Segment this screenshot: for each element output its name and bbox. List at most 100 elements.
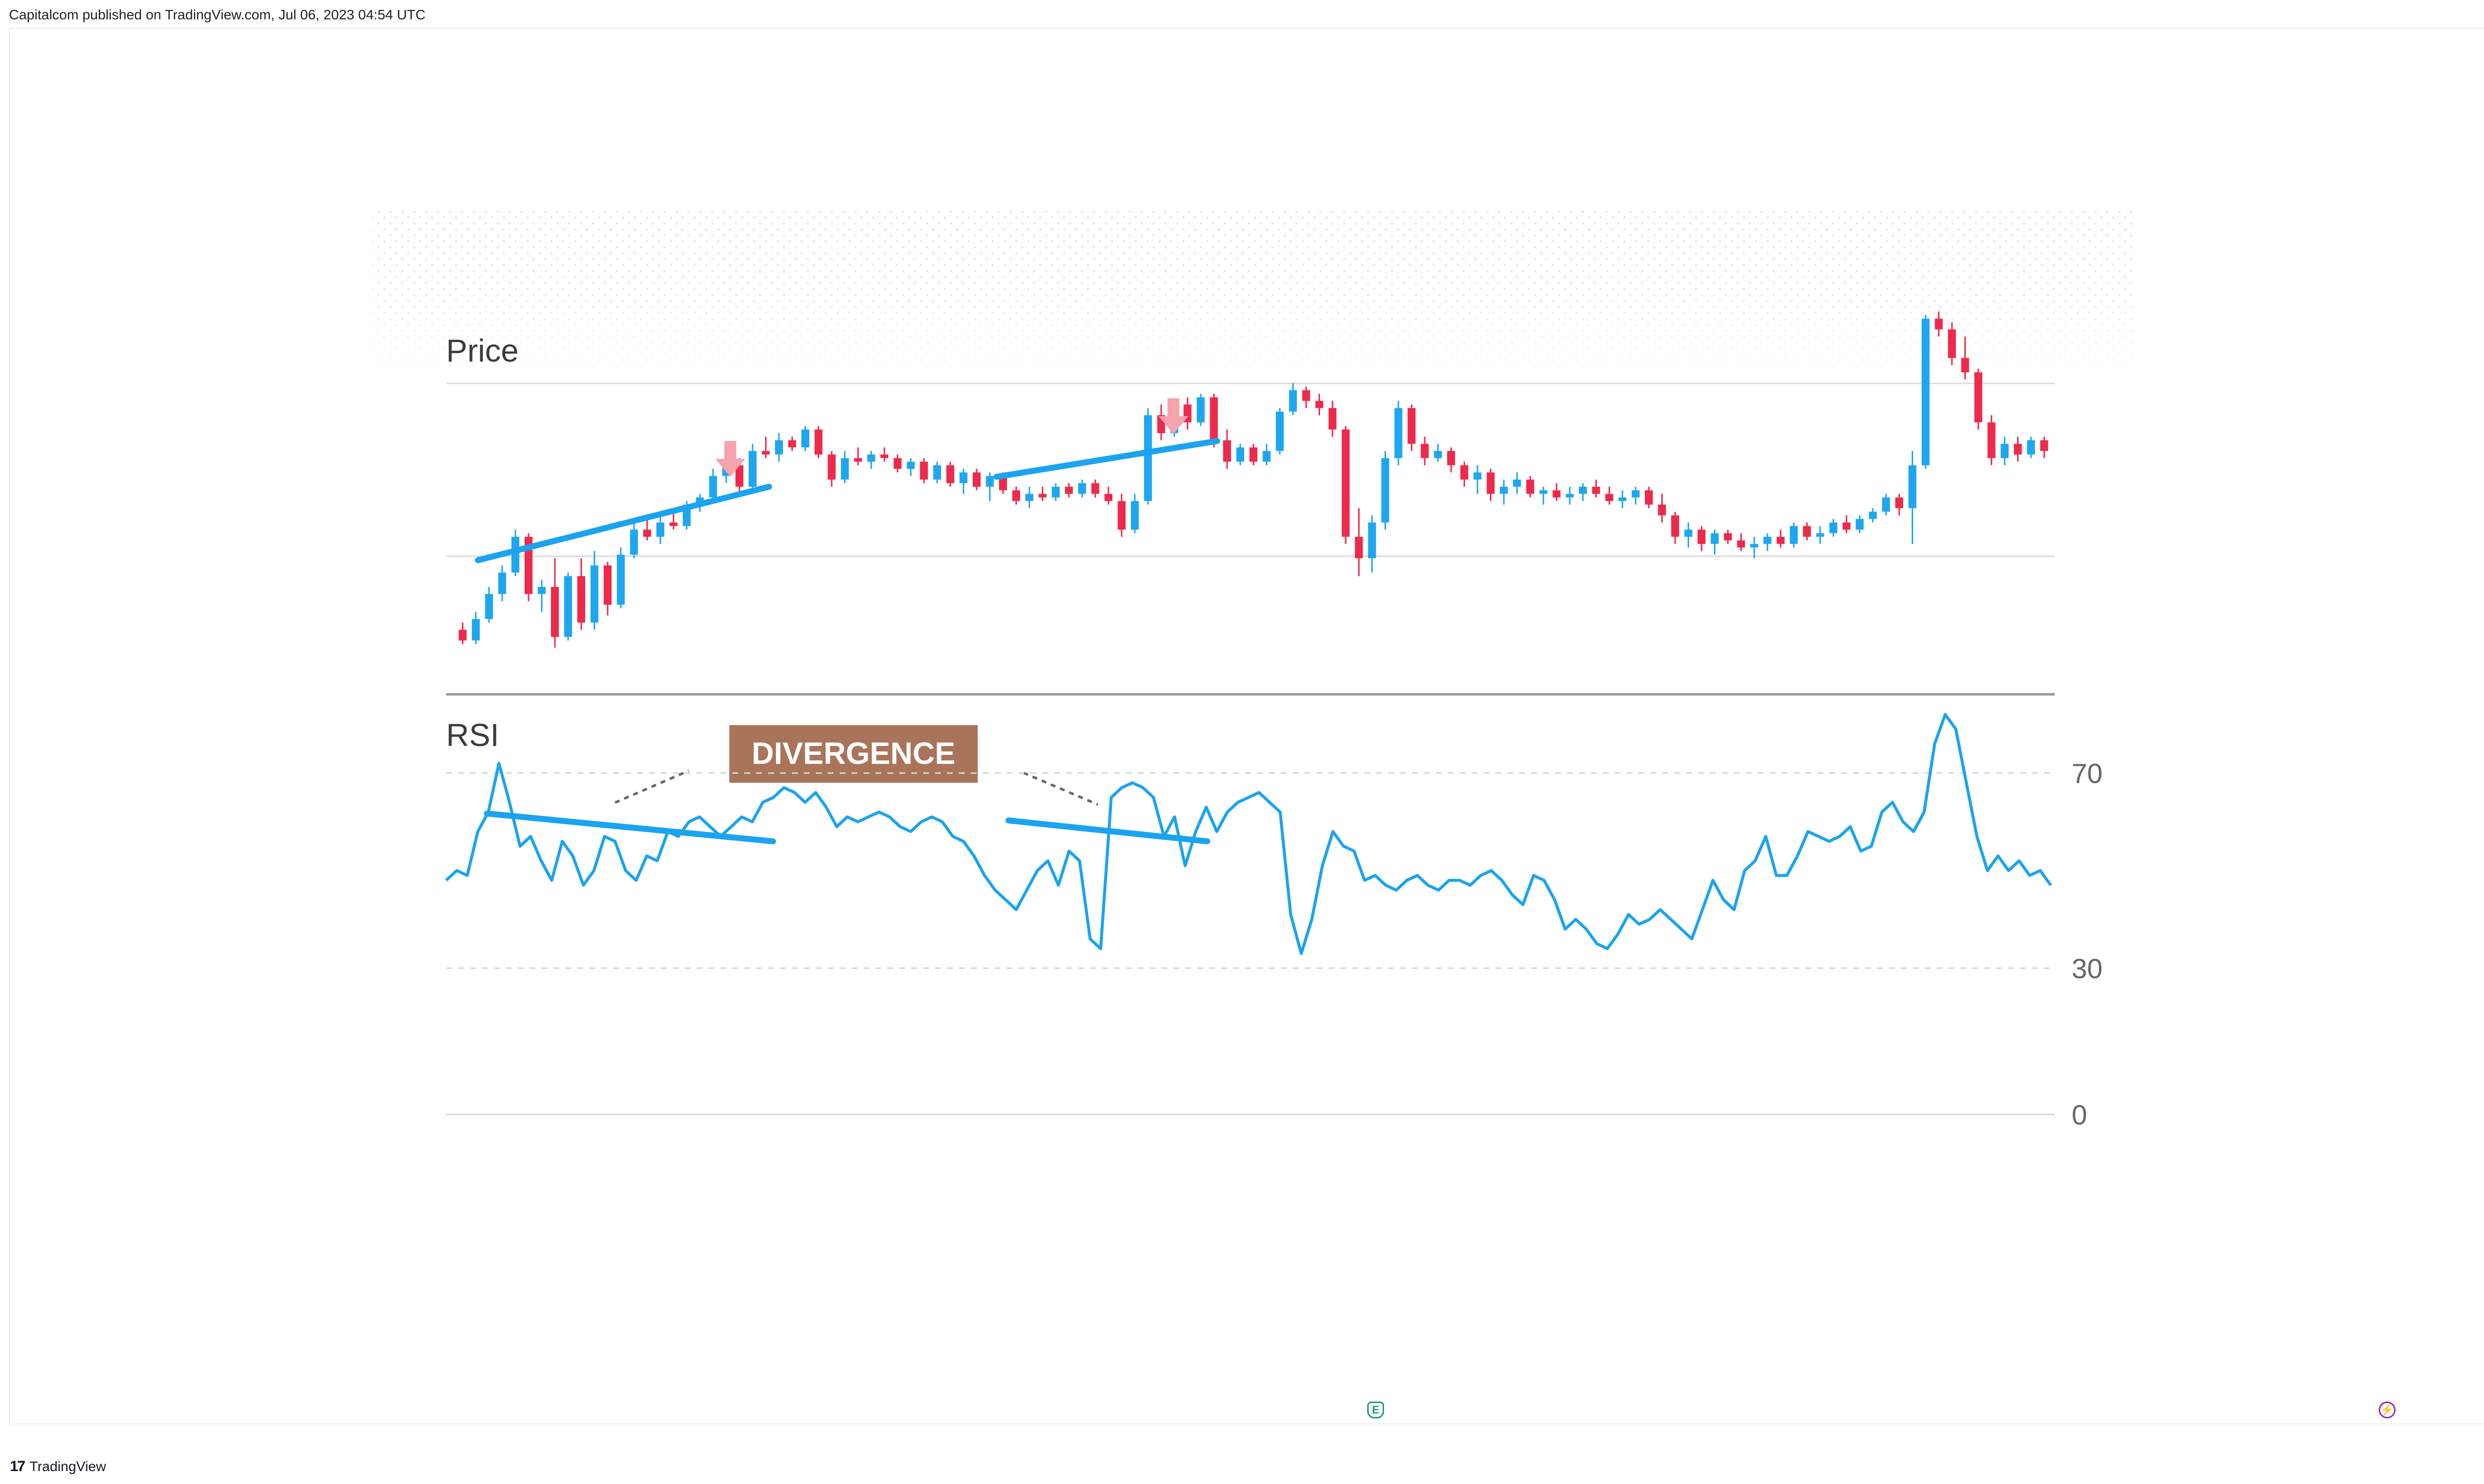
candle-down: [735, 465, 744, 487]
candle-down: [643, 529, 651, 537]
candle-down: [999, 476, 1007, 491]
rsi-panel-title: RSI: [446, 717, 499, 753]
candle-up: [538, 587, 546, 594]
candle-down: [1987, 422, 1996, 458]
candle-up: [933, 465, 941, 480]
candle-down: [1658, 505, 1666, 516]
candle-down: [604, 565, 612, 605]
candle-down: [1223, 440, 1231, 462]
candle-down: [1341, 429, 1350, 537]
candle-down: [920, 461, 928, 480]
rsi-trendline-1: [484, 811, 776, 844]
flash-icon[interactable]: ⚡: [2379, 1402, 2396, 1418]
candle-up: [1394, 408, 1402, 458]
candle-up: [1236, 447, 1244, 462]
candle-down: [1328, 408, 1337, 430]
candle-up: [2027, 440, 2035, 455]
candle-down: [1091, 483, 1099, 494]
candle-up: [1144, 415, 1152, 501]
candle-up: [656, 522, 665, 537]
candle-down: [459, 630, 467, 641]
candle-up: [1789, 526, 1798, 544]
tradingview-brand[interactable]: 17 TradingView: [10, 1458, 106, 1475]
candle-down: [788, 440, 796, 447]
price-panel-title: Price: [446, 333, 519, 369]
candle-up: [630, 529, 638, 555]
divergence-label: DIVERGENCE: [615, 725, 1098, 806]
dotted-background: [373, 209, 2136, 377]
candle-up: [1276, 411, 1284, 451]
candle-up: [1750, 544, 1759, 548]
candle-up: [1513, 479, 1521, 487]
chart-frame: [9, 28, 2484, 1424]
candle-up: [1368, 522, 1376, 558]
candle-up: [511, 536, 520, 573]
rsi-tick-label: 30: [2072, 953, 2102, 984]
candle-down: [1315, 401, 1323, 408]
candle-up: [2001, 444, 2009, 458]
candle-down: [1552, 490, 1561, 498]
candle-up: [1196, 397, 1205, 423]
candle-down: [828, 454, 836, 480]
candle-up: [1579, 487, 1587, 494]
rsi-tick-labels: 70 30 0: [2072, 757, 2102, 1130]
candle-down: [1974, 372, 1983, 423]
earnings-icon[interactable]: E: [1367, 1402, 1384, 1418]
candle-down: [1777, 536, 1785, 544]
candle-down: [1210, 397, 1218, 441]
candle-down: [1038, 494, 1047, 498]
candle-down: [1961, 358, 1969, 372]
candle-down: [1592, 487, 1600, 494]
candle-down: [1012, 490, 1020, 501]
candle-up: [907, 461, 915, 469]
candle-down: [854, 458, 862, 462]
rsi-tick-label: 0: [2072, 1099, 2087, 1130]
candle-down: [1737, 540, 1745, 548]
candle-up: [485, 594, 493, 619]
candle-up: [1262, 451, 1271, 462]
candle-up: [564, 576, 572, 637]
candle-down: [1065, 487, 1073, 494]
candle-up: [498, 572, 506, 594]
candle-up: [471, 619, 480, 641]
candle-up: [1816, 533, 1824, 537]
divergence-connector-left: [615, 769, 689, 804]
candle-down: [1447, 451, 1455, 465]
candle-down: [1249, 447, 1257, 462]
candle-up: [1908, 465, 1917, 509]
candle-up: [590, 565, 599, 623]
candle-up: [1434, 451, 1442, 458]
candle-up: [867, 454, 875, 462]
candle-up: [841, 458, 849, 480]
candle-up: [748, 451, 757, 487]
candle-down: [1526, 479, 1535, 494]
candle-down: [880, 454, 889, 458]
candle-up: [1922, 318, 1930, 465]
candle-up: [1078, 483, 1087, 494]
price-trendline-2: [994, 438, 1220, 480]
candle-up: [1539, 490, 1548, 494]
candle-down: [1895, 497, 1903, 509]
candle-down: [1948, 329, 1956, 358]
candle-up: [1474, 472, 1481, 480]
attribution-text: Capitalcom published on TradingView.com,…: [9, 7, 426, 22]
candle-up: [1710, 533, 1719, 544]
candle-down: [2014, 444, 2022, 455]
candle-up: [1381, 458, 1390, 522]
candle-down: [1803, 526, 1811, 537]
divergence-text: DIVERGENCE: [752, 737, 955, 771]
candle-down: [551, 587, 559, 637]
candle-up: [617, 554, 625, 605]
divergence-connector-right: [1023, 771, 1098, 806]
candle-down: [893, 458, 902, 469]
candle-up: [1868, 512, 1877, 519]
candle-up: [1618, 497, 1627, 501]
candle-down: [1460, 465, 1469, 480]
candle-up: [775, 440, 783, 455]
candle-down: [762, 451, 770, 455]
candle-up: [1052, 487, 1060, 498]
candle-up: [986, 476, 994, 487]
candle-up: [1289, 390, 1297, 412]
candle-up: [1565, 494, 1574, 498]
